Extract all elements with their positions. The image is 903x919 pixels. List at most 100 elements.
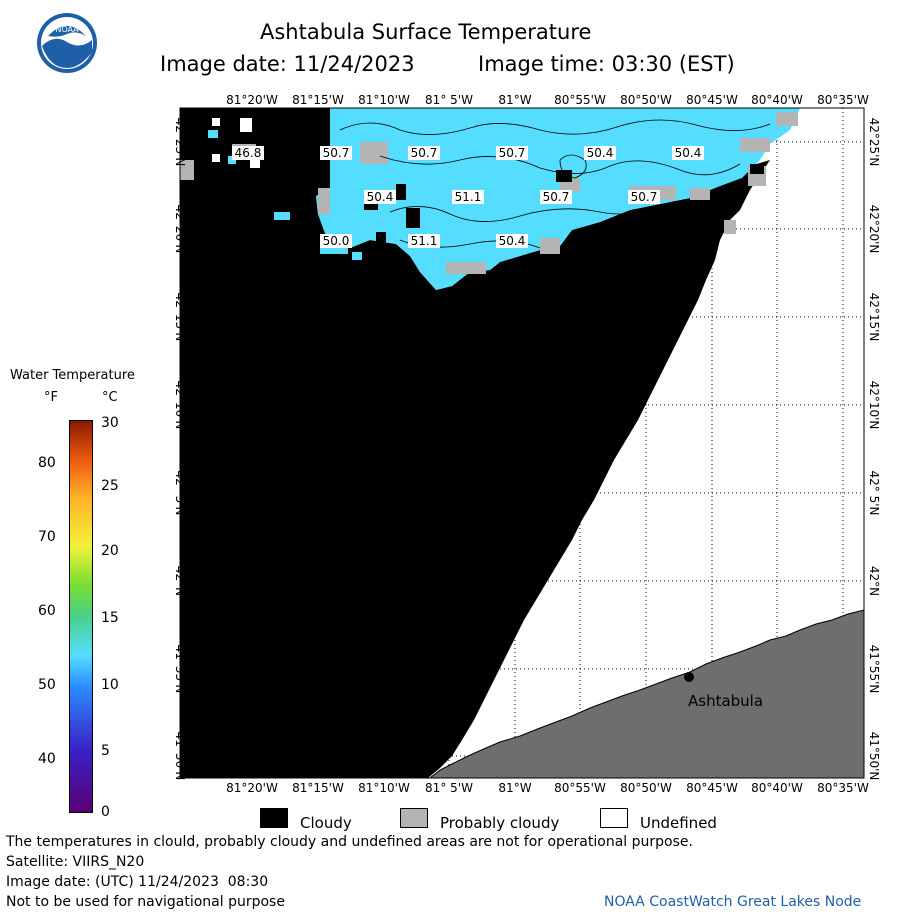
lat-label: 42°N xyxy=(867,566,881,596)
lat-label: 41°50'N xyxy=(867,732,881,781)
lat-label: 41°55'N xyxy=(173,645,187,694)
page-title: Ashtabula Surface Temperature xyxy=(260,20,592,44)
lon-label: 80°50'W xyxy=(620,93,672,107)
lat-label: 42°15'N xyxy=(173,293,187,342)
svg-text:51.1: 51.1 xyxy=(455,190,482,204)
temp-label: 50.4 xyxy=(584,146,616,160)
svg-text:50.7: 50.7 xyxy=(543,190,570,204)
lon-label: 81°W xyxy=(498,781,531,795)
temp-label: 50.7 xyxy=(628,190,660,204)
lon-label: 80°45'W xyxy=(686,781,738,795)
lon-label: 80°45'W xyxy=(686,93,738,107)
svg-text:50.4: 50.4 xyxy=(499,234,526,248)
svg-text:50.7: 50.7 xyxy=(323,146,350,160)
footer-utc-date: Image date: (UTC) 11/24/2023 08:30 xyxy=(6,874,269,890)
lat-label: 42°20'N xyxy=(867,205,881,254)
lat-label: 42°25'N xyxy=(867,118,881,167)
noaa-logo-icon: NOAA xyxy=(37,13,97,73)
lon-labels-top: 81°20'W 81°15'W 81°10'W 81° 5'W 81°W 80°… xyxy=(226,93,869,107)
colorbar-unit-c: °C xyxy=(102,390,118,405)
lon-label: 81°10'W xyxy=(358,93,410,107)
land-area xyxy=(428,609,865,779)
lon-label: 80°50'W xyxy=(620,781,672,795)
svg-text:50.0: 50.0 xyxy=(323,234,350,248)
image-time-label: Image time: 03:30 (EST) xyxy=(478,52,735,76)
lon-label: 81°15'W xyxy=(292,781,344,795)
lat-label: 42° 5'N xyxy=(867,471,881,516)
temp-label: 50.4 xyxy=(364,190,396,204)
svg-text:50.4: 50.4 xyxy=(587,146,614,160)
lat-label: 42°10'N xyxy=(867,381,881,430)
lat-label: 41°55'N xyxy=(867,645,881,694)
lat-label: 42°10'N xyxy=(173,381,187,430)
colorbar-c-tick: 10 xyxy=(101,677,119,693)
lon-label: 81° 5'W xyxy=(425,781,473,795)
footer-credit: NOAA CoastWatch Great Lakes Node xyxy=(604,894,862,910)
lon-label: 81°20'W xyxy=(226,93,278,107)
lat-labels-right: 42°25'N 42°20'N 42°15'N 42°10'N 42° 5'N … xyxy=(867,118,881,781)
lon-label: 80°55'W xyxy=(554,781,606,795)
svg-text:50.7: 50.7 xyxy=(631,190,658,204)
colorbar-f-tick: 70 xyxy=(38,529,56,545)
colorbar-title: Water Temperature xyxy=(10,368,135,383)
lon-label: 81°W xyxy=(498,93,531,107)
temperature-labels: 46.8 50.7 50.7 50.7 50.4 50.4 50.4 51.1 … xyxy=(232,146,704,248)
colorbar-f-tick: 40 xyxy=(38,751,56,767)
colorbar-c-tick: 20 xyxy=(101,543,119,559)
footer-disclaimer: The temperatures in clould, probably clo… xyxy=(6,834,693,850)
lon-label: 80°40'W xyxy=(751,781,803,795)
temp-label: 50.4 xyxy=(672,146,704,160)
temp-label: 51.1 xyxy=(452,190,484,204)
lon-label: 81°10'W xyxy=(358,781,410,795)
colorbar-f-tick: 60 xyxy=(38,603,56,619)
lat-label: 42°25'N xyxy=(173,118,187,167)
legend-label-probably-cloudy: Probably cloudy xyxy=(440,814,560,832)
lon-label: 81° 5'W xyxy=(425,93,473,107)
svg-text:50.7: 50.7 xyxy=(411,146,438,160)
lon-label: 81°20'W xyxy=(226,781,278,795)
city-label: Ashtabula xyxy=(688,692,763,710)
temp-label: 50.0 xyxy=(320,234,352,248)
lat-label: 41°50'N xyxy=(173,732,187,781)
colorbar-c-tick: 30 xyxy=(101,415,119,431)
temp-label: 50.7 xyxy=(320,146,352,160)
svg-text:50.4: 50.4 xyxy=(675,146,702,160)
lon-labels-bottom: 81°20'W 81°15'W 81°10'W 81° 5'W 81°W 80°… xyxy=(226,781,869,795)
legend-label-cloudy: Cloudy xyxy=(300,814,352,832)
lat-label: 42°N xyxy=(173,566,187,596)
temp-label: 50.7 xyxy=(540,190,572,204)
svg-text:51.1: 51.1 xyxy=(411,234,438,248)
noaa-logo: NOAA xyxy=(36,12,98,74)
svg-text:50.4: 50.4 xyxy=(367,190,394,204)
lon-label: 80°35'W xyxy=(817,781,869,795)
legend-swatch-probably-cloudy xyxy=(400,808,428,828)
temp-label: 46.8 xyxy=(232,146,264,160)
lat-label: 42°20'N xyxy=(173,205,187,254)
map-frame xyxy=(179,107,865,779)
colorbar-c-tick: 0 xyxy=(101,804,110,820)
colorbar-c-tick: 25 xyxy=(101,478,119,494)
colorbar-c-tick: 5 xyxy=(101,743,110,759)
svg-text:46.8: 46.8 xyxy=(235,146,262,160)
legend-swatch-undefined xyxy=(600,808,628,828)
temp-label: 50.7 xyxy=(496,146,528,160)
lat-labels-left: 42°25'N 42°20'N 42°15'N 42°10'N 42° 5'N … xyxy=(173,118,187,781)
temp-label: 50.4 xyxy=(496,234,528,248)
lon-label: 80°35'W xyxy=(817,93,869,107)
footer-satellite: Satellite: VIIRS_N20 xyxy=(6,854,145,870)
lat-label: 42° 5'N xyxy=(173,471,187,516)
colorbar-f-tick: 80 xyxy=(38,455,56,471)
city-marker xyxy=(684,672,694,682)
legend-swatch-cloudy xyxy=(260,808,288,828)
lon-label: 80°40'W xyxy=(751,93,803,107)
footer-navigation: Not to be used for navigational purpose xyxy=(6,894,285,910)
undefined-specks xyxy=(212,118,260,168)
colorbar-unit-f: °F xyxy=(44,390,58,405)
lat-label: 42°15'N xyxy=(867,293,881,342)
noaa-logo-text: NOAA xyxy=(55,25,79,34)
image-date-label: Image date: 11/24/2023 xyxy=(160,52,415,76)
temp-label: 51.1 xyxy=(408,234,440,248)
colorbar xyxy=(69,420,93,813)
temp-label: 50.7 xyxy=(408,146,440,160)
